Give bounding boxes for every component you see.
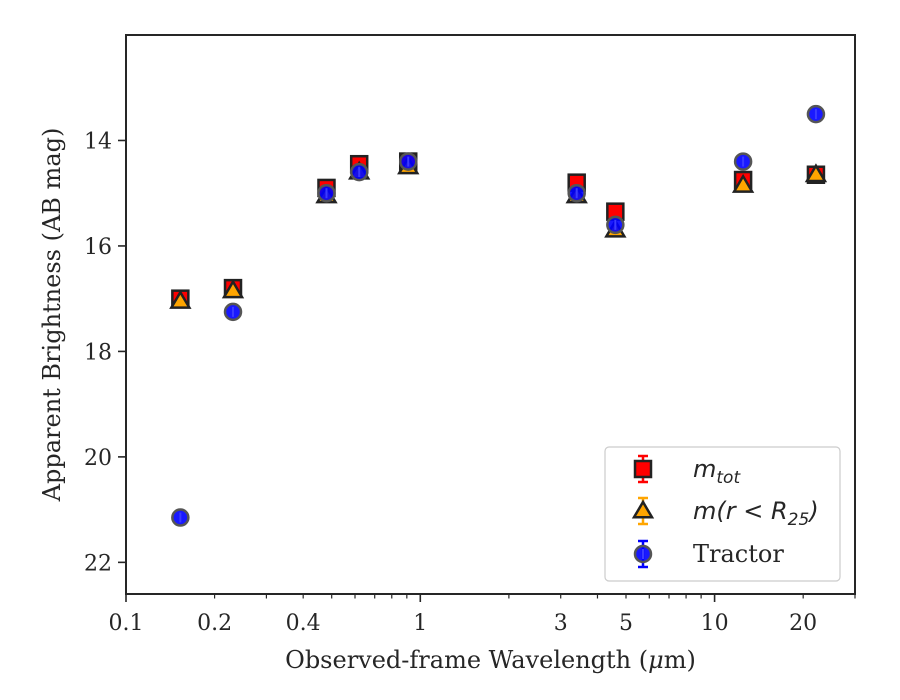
data-point-tractor bbox=[806, 104, 826, 124]
data-point-tractor bbox=[398, 152, 418, 171]
y-tick-label: 14 bbox=[84, 129, 112, 154]
legend-marker-mr25 bbox=[631, 499, 655, 519]
y-tick-label: 18 bbox=[84, 340, 112, 365]
legend-markers bbox=[631, 454, 655, 569]
data-point-tractor bbox=[567, 183, 586, 203]
data-points bbox=[169, 104, 828, 527]
x-tick-label: 3 bbox=[554, 611, 568, 636]
y-axis-ticks: 14 16 18 20 22 bbox=[84, 129, 126, 576]
data-point-tractor bbox=[606, 215, 625, 235]
y-tick-label: 20 bbox=[84, 446, 112, 471]
y-tick-label: 16 bbox=[84, 235, 112, 260]
y-tick-label: 22 bbox=[84, 551, 112, 576]
data-point-mr25 bbox=[804, 163, 828, 183]
legend-marker-mtot bbox=[633, 459, 653, 479]
x-tick-label: 0.4 bbox=[286, 611, 321, 636]
data-point-mr25 bbox=[731, 173, 755, 193]
data-point-tractor bbox=[733, 152, 753, 171]
legend-label-tractor: Tractor bbox=[693, 540, 784, 568]
x-tick-label: 5 bbox=[619, 611, 633, 636]
legend: mtot m(r < R25) Tractor bbox=[604, 446, 841, 582]
data-point-tractor bbox=[171, 508, 190, 527]
legend-label-m-r-r25: m(r < R25) bbox=[693, 497, 819, 530]
data-point-mr25 bbox=[221, 279, 245, 299]
x-tick-label: 1 bbox=[413, 611, 427, 636]
data-point-tractor bbox=[223, 302, 243, 322]
plot-frame bbox=[125, 34, 856, 595]
data-point-mr25 bbox=[169, 289, 192, 309]
x-tick-label: 10 bbox=[701, 611, 729, 636]
x-tick-label: 0.2 bbox=[197, 611, 232, 636]
data-point-tractor bbox=[349, 162, 369, 182]
x-tick-label: 20 bbox=[789, 611, 817, 636]
legend-marker-tractor bbox=[633, 544, 653, 564]
x-axis-title: Observed-frame Wavelength (μm) bbox=[285, 646, 696, 674]
data-point-tractor bbox=[317, 183, 336, 203]
legend-box bbox=[604, 446, 841, 582]
x-tick-label: 0.1 bbox=[109, 611, 144, 636]
legend-label-mtot: mtot bbox=[693, 455, 741, 488]
y-axis-title: Apparent Brightness (AB mag) bbox=[38, 128, 66, 503]
x-axis-ticks: 0.1 0.2 0.4 1 3 5 10 20 bbox=[109, 594, 856, 636]
